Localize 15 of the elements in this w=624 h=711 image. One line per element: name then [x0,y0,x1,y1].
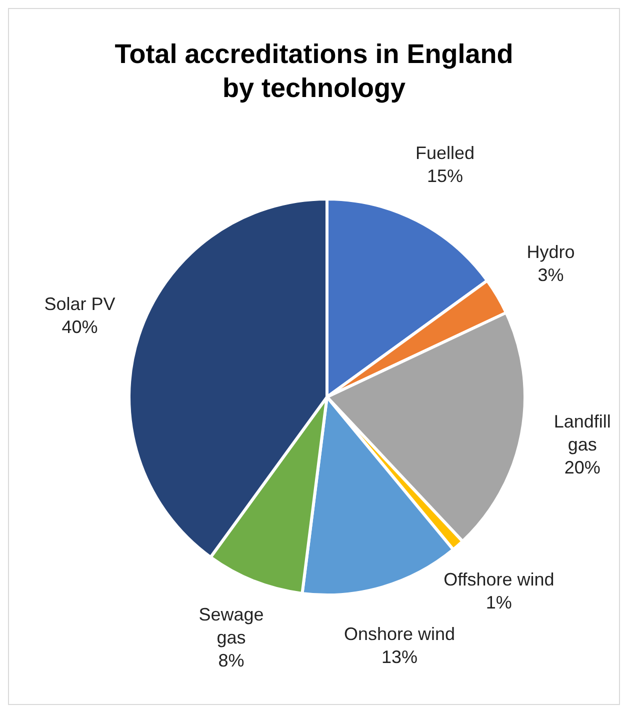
chart-title: Total accreditations in England by technology [114,38,514,105]
slice-label: Sewage gas [198,604,264,648]
slice-label: Hydro [526,242,575,262]
slice-label: Fuelled [416,142,475,163]
data-label: 3% [538,264,564,285]
slice-label: Offshore wind [444,569,554,590]
data-label: 20% [564,457,600,478]
data-label: 15% [427,166,464,186]
data-label: 8% [218,650,244,670]
slice-label: Landfill gas [554,411,611,454]
data-label: 13% [382,646,418,667]
slice-label: Onshore wind [344,624,456,644]
data-label: 1% [486,592,512,612]
slice-label: Solar PV [44,294,116,314]
data-label: 40% [62,316,98,337]
